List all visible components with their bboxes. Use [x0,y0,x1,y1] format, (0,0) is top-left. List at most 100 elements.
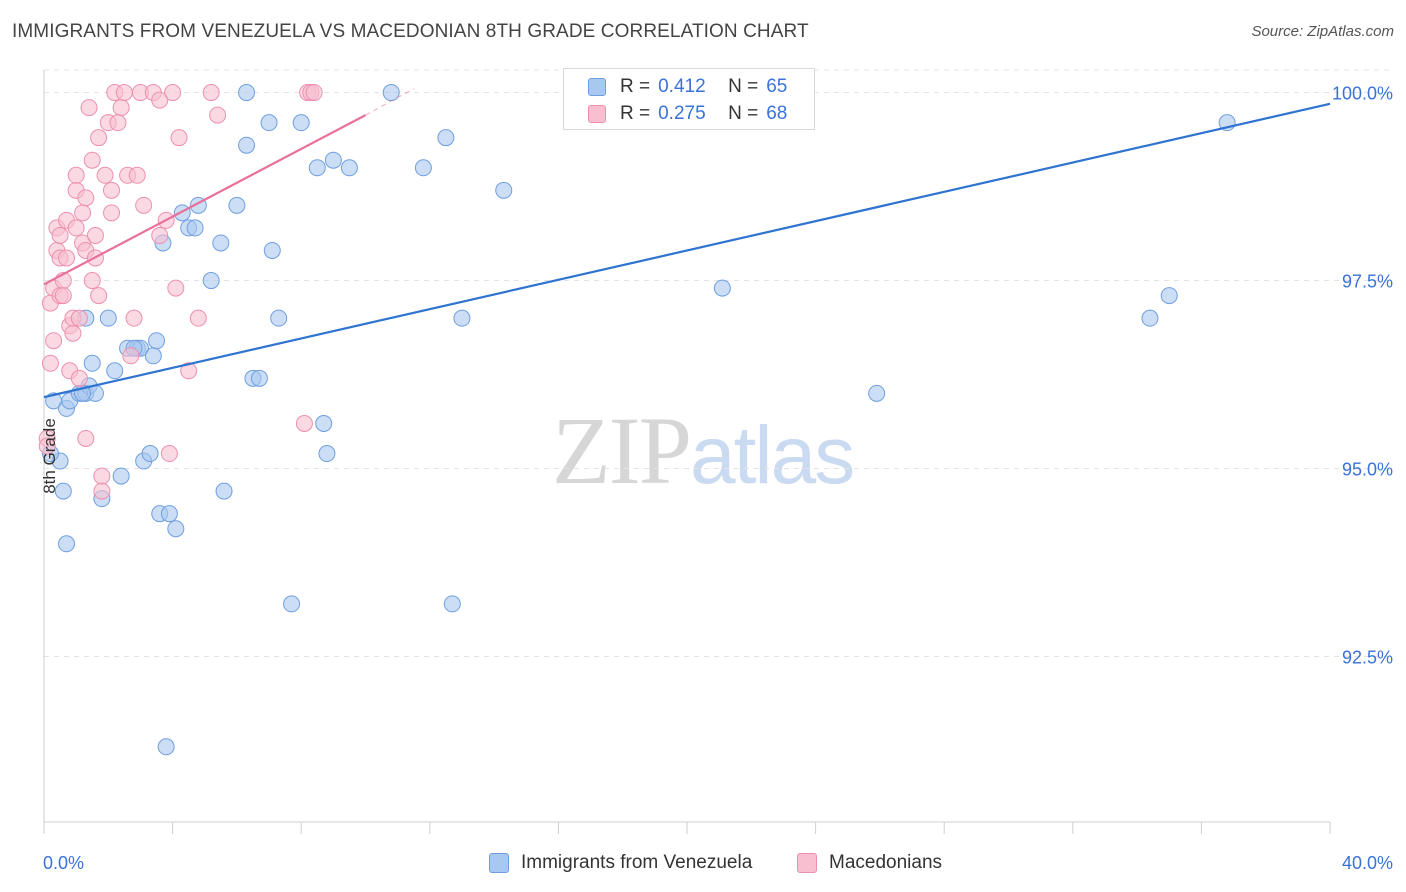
macedonian-trend-line [43,114,367,286]
y-tick-label: 95.0% [1342,460,1393,480]
legend-n-label: N = [728,103,759,124]
y-tick-label: 92.5% [1342,648,1393,668]
macedonian-point [151,226,169,244]
x-tick-label: 40.0% [1342,853,1393,873]
venezuela-point [414,159,432,177]
macedonian-point [83,272,101,290]
venezuela-point [228,196,246,214]
macedonian-point [209,106,227,124]
venezuela-point [292,114,310,132]
venezuela-point [54,482,72,500]
venezuela-point [99,309,117,327]
macedonian-point [170,129,188,147]
macedonian-point [51,226,69,244]
macedonian-point [38,437,56,455]
bottom-legend-label: Immigrants from Venezuela [521,852,753,873]
venezuela-point [1141,309,1159,327]
legend-r-value: 0.275 [658,103,706,124]
venezuela-point [713,279,731,297]
venezuela-point [495,181,513,199]
macedonian-point [115,84,133,102]
venezuela-point [437,129,455,147]
venezuela-point [308,159,326,177]
venezuela-point [382,84,400,102]
macedonian-point [151,91,169,109]
macedonian-point [160,445,178,463]
macedonian-point [128,166,146,184]
venezuela-point [160,505,178,523]
legend-row-venezuela: R = 0.412 N = 65 [588,75,787,99]
macedonian-point [167,279,185,297]
macedonian-point [86,226,104,244]
y-tick-label: 97.5% [1342,272,1393,292]
macedonian-point [96,166,114,184]
bottom-legend-label: Macedonians [829,852,943,873]
bottom-legend-swatch-blue [489,853,509,873]
venezuela-point [112,467,130,485]
macedonian-point [93,467,111,485]
venezuela-point [83,354,101,372]
venezuela-point [270,309,288,327]
venezuela-point [106,362,124,380]
macedonian-point [54,287,72,305]
venezuela-point [212,234,230,252]
macedonian-point [41,354,59,372]
venezuela-point [144,347,162,365]
correlation-legend: R = 0.412 N = 65 R = 0.275 N = 68 [563,68,815,130]
macedonian-point [90,129,108,147]
venezuela-point [443,595,461,613]
macedonian-point [77,189,95,207]
venezuela-point [260,114,278,132]
venezuela-point [157,738,175,756]
source-credit: Source: ZipAtlas.com [1251,23,1394,40]
venezuela-point [202,272,220,290]
macedonian-point [67,219,85,237]
macedonian-trend-extension [365,88,414,116]
venezuela-point [263,241,281,259]
y-axis-label: 8th Grade [39,418,59,494]
x-tick-label: 0.0% [43,853,84,873]
macedonian-point [305,84,323,102]
macedonian-point [125,309,143,327]
macedonian-point [164,84,182,102]
venezuela-point [238,84,256,102]
venezuela-point [58,535,76,553]
macedonian-point [189,309,207,327]
legend-r-value: 0.412 [658,76,706,97]
venezuela-trend-line [43,102,1331,399]
macedonian-point [112,99,130,117]
macedonian-point [93,482,111,500]
venezuela-point [215,482,233,500]
venezuela-point [167,520,185,538]
venezuela-point [173,204,191,222]
venezuela-point [315,414,333,432]
macedonian-point [58,249,76,267]
legend-n-value: 65 [766,76,788,97]
macedonian-point [103,181,121,199]
bottom-legend-swatch-pink [797,853,817,873]
macedonian-point [180,362,198,380]
macedonian-point [83,151,101,169]
macedonian-point [135,196,153,214]
legend-row-macedonians: R = 0.275 N = 68 [588,102,787,126]
venezuela-point [141,445,159,463]
venezuela-point [238,136,256,154]
venezuela-point [324,151,342,169]
bottom-legend-venezuela: Immigrants from Venezuela [489,852,752,874]
legend-n-label: N = [728,76,759,97]
watermark: ZIPatlas [552,395,855,506]
watermark-zip: ZIP [552,397,692,504]
venezuela-point [148,332,166,350]
macedonian-point [74,204,92,222]
macedonian-point [64,324,82,342]
macedonian-point [67,166,85,184]
legend-swatch-pink [588,105,606,123]
y-tick-label: 100.0% [1332,84,1393,104]
legend-r-label: R = [620,76,651,97]
venezuela-point [250,369,268,387]
macedonian-point [90,287,108,305]
watermark-atlas: atlas [690,410,855,501]
legend-swatch-blue [588,78,606,96]
chart-title: IMMIGRANTS FROM VENEZUELA VS MACEDONIAN … [12,21,809,42]
venezuela-point [283,595,301,613]
